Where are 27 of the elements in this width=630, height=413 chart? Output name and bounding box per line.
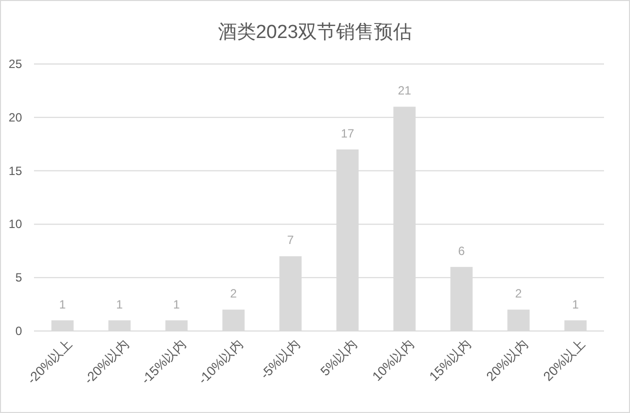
data-label: 1: [572, 297, 580, 312]
x-tick-label: -5%以内: [257, 336, 303, 382]
bar: [108, 320, 131, 331]
data-label: 1: [173, 297, 180, 312]
chart-title: 酒类2023双节销售预估: [218, 22, 412, 43]
bar: [165, 320, 188, 331]
x-tick-label: 10%以内: [369, 336, 417, 384]
data-label: 6: [458, 244, 466, 258]
data-label: 1: [116, 297, 124, 312]
x-tick-label: 15%以内: [426, 336, 474, 384]
bar: [222, 310, 245, 331]
data-label: 2: [515, 286, 522, 301]
x-tick-label: 5%以内: [317, 336, 360, 379]
data-label: 17: [340, 126, 354, 140]
y-tick-label: 15: [8, 164, 22, 178]
y-tick-label: 5: [15, 270, 22, 285]
bar: [564, 320, 587, 331]
y-tick-label: 25: [8, 57, 22, 71]
data-label: 1: [59, 297, 66, 312]
bar: [51, 320, 74, 331]
data-label: 2: [230, 286, 238, 301]
bar: [507, 310, 530, 331]
y-tick-label: 0: [15, 324, 22, 338]
data-label: 7: [287, 233, 294, 248]
data-label: 21: [398, 84, 412, 98]
y-tick-label: 20: [8, 110, 22, 124]
y-tick-label: 10: [8, 217, 22, 232]
